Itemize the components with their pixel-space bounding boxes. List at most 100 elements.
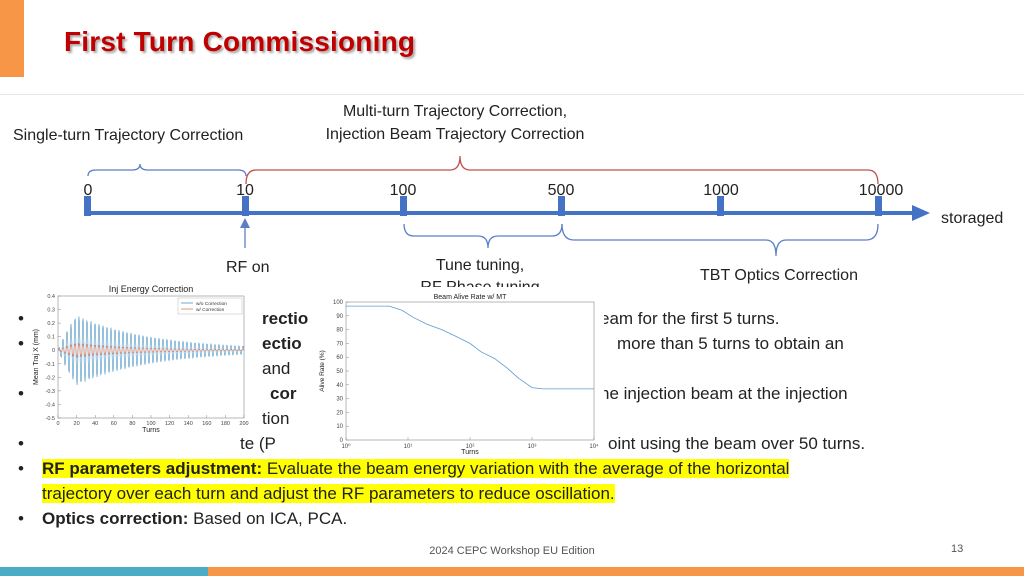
alive-rate-chart-panel: Beam Alive Rate w/ MT 100 90 80 70 60 50 40 30 20…	[312, 290, 604, 456]
legend-entry: w/o Correction	[196, 301, 227, 307]
tick-label-500: 500	[547, 182, 575, 199]
bullet-dot: •	[18, 459, 24, 478]
y-tick-label: 70	[336, 341, 343, 347]
x-tick-label: 0	[56, 421, 59, 427]
x-tick-label: 160	[202, 421, 211, 427]
single-turn-bracket	[87, 163, 247, 177]
optics-heading: Optics correction:	[42, 509, 189, 528]
bullet-item-6: • Optics correction: Based on ICA, PCA.	[18, 506, 1008, 531]
header-accent-bar	[0, 0, 24, 77]
x-tick-label: 20	[74, 421, 80, 427]
timeline-end-label: storaged	[941, 210, 1004, 227]
bullet-item-2-cont: and	[262, 359, 291, 378]
tick-10	[242, 196, 249, 216]
bullet-list: • rectio eam for the first 5 turns. • ec…	[18, 306, 1008, 531]
page-title: First Turn Commissioning	[64, 26, 416, 57]
y-tick-label: 0	[340, 438, 344, 444]
legend-entry: w/ Correction	[196, 307, 225, 313]
tick-label-100: 100	[389, 182, 417, 199]
x-tick-label: 180	[221, 421, 230, 427]
bullet-item-5: • RF parameters adjustment: Evaluate the…	[18, 456, 1008, 481]
x-tick-label: 140	[184, 421, 193, 427]
y-tick-label: 0.2	[47, 321, 55, 327]
x-axis-label: Turns	[142, 427, 160, 434]
legend-box	[177, 297, 243, 315]
y-tick-label: 20	[336, 410, 343, 416]
bullet-item-4: • te (P oint using the beam over 50 turn…	[18, 431, 1008, 456]
x-tick-label: 10¹	[404, 444, 413, 450]
rf-adjustment-heading: RF parameters adjustment:	[42, 459, 263, 478]
y-tick-label: -0.4	[46, 402, 55, 408]
footer-bar-orange	[208, 567, 1024, 576]
y-tick-label: 100	[333, 300, 344, 306]
x-tick-label: 10²	[466, 444, 475, 450]
series-line	[346, 305, 594, 390]
x-axis-label: Turns	[461, 449, 479, 456]
timeline-arrowhead	[912, 205, 930, 221]
alive-rate-chart: Beam Alive Rate w/ MT1009080706050403020…	[319, 294, 599, 456]
bullet-dot: •	[18, 384, 24, 403]
x-tick-label: 40	[92, 421, 98, 427]
rf-on-arrowhead	[240, 218, 250, 228]
tick-label-10000: 10000	[858, 182, 904, 199]
y-axis-label: Mean Traj X (mm)	[33, 329, 40, 385]
tick-10000	[875, 196, 882, 216]
bullet-item-3-cont: tion	[262, 409, 290, 428]
bullet-item-2: • ectio more than 5 turns to obtain an	[18, 331, 1008, 356]
bullet-dot: •	[18, 309, 24, 328]
tbt-label: TBT Optics Correction	[700, 267, 858, 284]
chart-title: Inj Energy Correction	[109, 284, 194, 294]
y-tick-label: 90	[336, 314, 343, 320]
tick-0	[84, 196, 91, 216]
bullet-dot: •	[18, 334, 24, 353]
bullet-item-3: • cor ne injection beam at the injection	[18, 381, 1008, 406]
x-tick-label: 60	[111, 421, 117, 427]
tick-500	[558, 196, 565, 216]
tbt-bracket	[561, 223, 879, 257]
y-tick-label: 50	[336, 369, 343, 375]
multi-turn-bracket	[245, 155, 879, 185]
x-tick-label: 100	[146, 421, 155, 427]
y-tick-label: 40	[336, 383, 343, 389]
series-line	[57, 342, 245, 359]
x-tick-label: 10⁰	[341, 443, 351, 450]
tick-label-0: 0	[83, 182, 93, 199]
rf-on-label: RF on	[226, 259, 270, 276]
y-tick-label: 0	[52, 348, 55, 354]
single-turn-label: Single-turn Trajectory Correction	[13, 127, 244, 144]
series-line	[57, 316, 245, 386]
bullet-item-1: • rectio eam for the first 5 turns.	[18, 306, 1008, 331]
y-tick-label: 0.1	[47, 335, 55, 341]
y-tick-label: -0.5	[46, 416, 55, 422]
y-tick-label: 30	[336, 397, 343, 403]
x-tick-label: 80	[129, 421, 135, 427]
inj-energy-chart-panel: Inj Energy Correction 0.4 0.3 0.2 0.1 0 -0.1 -0…	[28, 282, 250, 434]
tick-1000	[717, 196, 724, 216]
y-tick-label: -0.2	[46, 375, 55, 381]
tick-label-10: 10	[236, 182, 254, 199]
bullet-dot: •	[18, 509, 24, 528]
inj-energy-chart: Inj Energy Correction 0.4 0.3 0.2 0.1 0 -0.1 -0…	[33, 284, 249, 434]
bullet-dot: •	[18, 434, 24, 453]
y-tick-label: 0.3	[47, 308, 55, 314]
tick-100	[400, 196, 407, 216]
tick-label-1000: 1000	[703, 182, 739, 199]
y-tick-label: 80	[336, 328, 343, 334]
x-tick-label: 120	[165, 421, 174, 427]
y-tick-label: 60	[336, 355, 343, 361]
y-tick-label: 10	[336, 424, 343, 430]
tune-bracket	[403, 223, 563, 249]
x-tick-label: 200	[239, 421, 248, 427]
plot-area	[345, 301, 595, 441]
y-tick-label: -0.1	[46, 362, 55, 368]
chart-title: Beam Alive Rate w/ MT	[434, 294, 507, 301]
header-divider	[0, 94, 1024, 95]
bullet-item-5-cont: trajectory over each turn and adjust the…	[42, 484, 615, 503]
y-tick-label: 0.4	[47, 294, 55, 300]
x-tick-label: 10⁴	[589, 443, 599, 450]
x-tick-label: 10³	[528, 444, 537, 450]
multi-turn-label: Multi-turn Trajectory Correction, Inject…	[325, 103, 585, 143]
y-tick-label: -0.3	[46, 389, 55, 395]
tune-label: Tune tuning, RF Phase tuning	[420, 257, 539, 287]
timeline-diagram	[84, 155, 930, 257]
